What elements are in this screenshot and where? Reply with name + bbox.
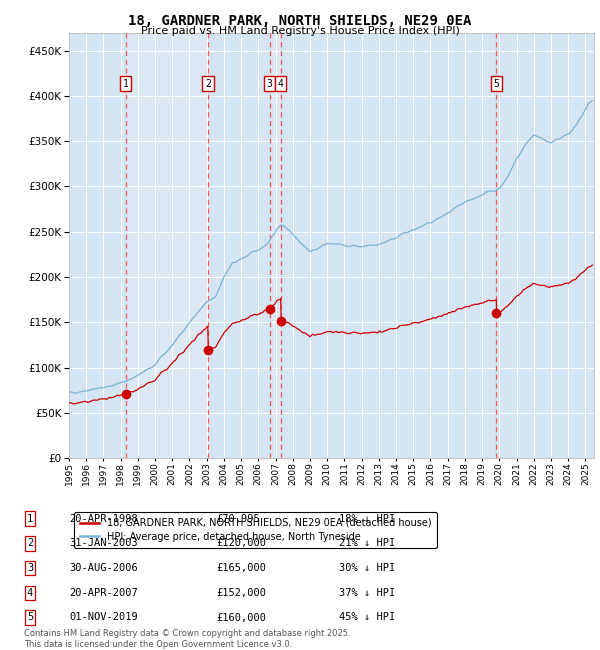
Text: 3: 3 bbox=[27, 563, 33, 573]
Text: 30% ↓ HPI: 30% ↓ HPI bbox=[339, 563, 395, 573]
Text: 37% ↓ HPI: 37% ↓ HPI bbox=[339, 588, 395, 598]
Text: 5: 5 bbox=[27, 612, 33, 623]
Text: 20-APR-2007: 20-APR-2007 bbox=[69, 588, 138, 598]
Text: 18% ↓ HPI: 18% ↓ HPI bbox=[339, 514, 395, 524]
Text: 2: 2 bbox=[27, 538, 33, 549]
Text: £152,000: £152,000 bbox=[216, 588, 266, 598]
Text: 45% ↓ HPI: 45% ↓ HPI bbox=[339, 612, 395, 623]
Text: £160,000: £160,000 bbox=[216, 612, 266, 623]
Text: 1: 1 bbox=[27, 514, 33, 524]
Text: £120,000: £120,000 bbox=[216, 538, 266, 549]
Text: 3: 3 bbox=[267, 79, 272, 88]
Text: 4: 4 bbox=[278, 79, 284, 88]
Text: 01-NOV-2019: 01-NOV-2019 bbox=[69, 612, 138, 623]
Text: 31-JAN-2003: 31-JAN-2003 bbox=[69, 538, 138, 549]
Text: 4: 4 bbox=[27, 588, 33, 598]
Text: 20-APR-1998: 20-APR-1998 bbox=[69, 514, 138, 524]
Text: £165,000: £165,000 bbox=[216, 563, 266, 573]
Text: 18, GARDNER PARK, NORTH SHIELDS, NE29 0EA: 18, GARDNER PARK, NORTH SHIELDS, NE29 0E… bbox=[128, 14, 472, 29]
Text: Price paid vs. HM Land Registry's House Price Index (HPI): Price paid vs. HM Land Registry's House … bbox=[140, 26, 460, 36]
Bar bbox=[496, 32, 594, 458]
Text: 1: 1 bbox=[123, 79, 129, 88]
Text: £70,995: £70,995 bbox=[216, 514, 260, 524]
Bar bbox=[208, 32, 270, 458]
Legend: 18, GARDNER PARK, NORTH SHIELDS, NE29 0EA (detached house), HPI: Average price, : 18, GARDNER PARK, NORTH SHIELDS, NE29 0E… bbox=[74, 512, 437, 548]
Text: 5: 5 bbox=[493, 79, 499, 88]
Text: 30-AUG-2006: 30-AUG-2006 bbox=[69, 563, 138, 573]
Text: Contains HM Land Registry data © Crown copyright and database right 2025.
This d: Contains HM Land Registry data © Crown c… bbox=[24, 629, 350, 649]
Text: 21% ↓ HPI: 21% ↓ HPI bbox=[339, 538, 395, 549]
Bar bbox=[281, 32, 496, 458]
Text: 2: 2 bbox=[205, 79, 211, 88]
Bar bbox=[69, 32, 126, 458]
